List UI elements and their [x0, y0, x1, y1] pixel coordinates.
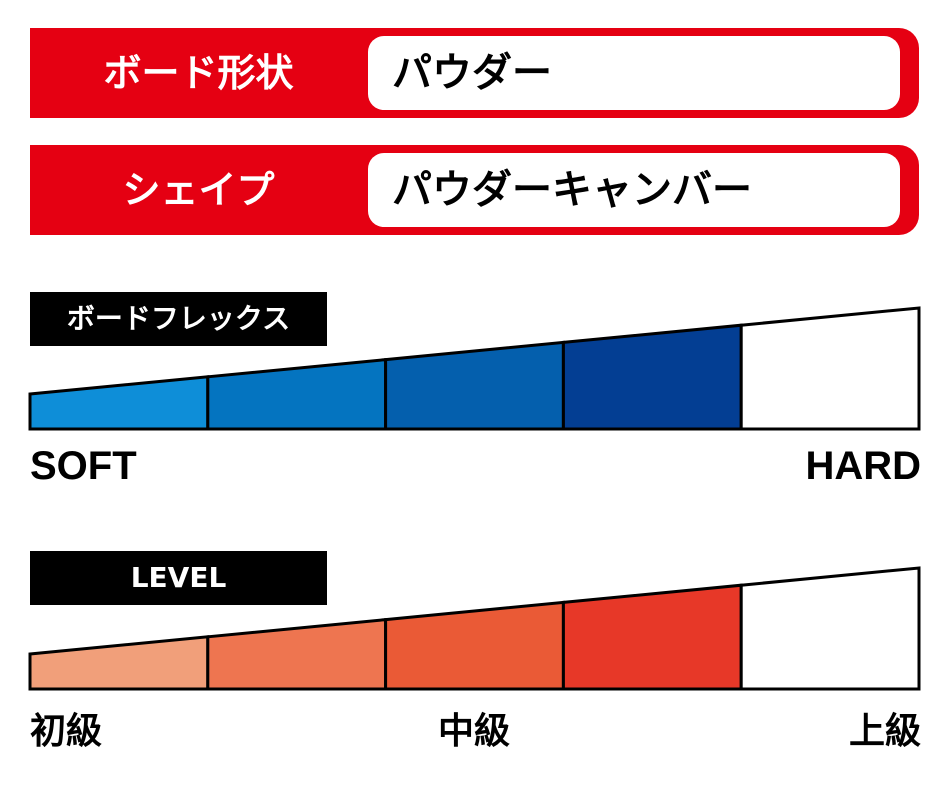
flex-segment-4 [561, 323, 743, 431]
board-shape-row: ボード形状 パウダー [30, 28, 919, 118]
board-shape-label: ボード形状 [103, 51, 294, 95]
flex-segment-3 [384, 340, 565, 431]
level-segment-3 [384, 600, 565, 691]
flex-min-label: SOFT [30, 444, 137, 488]
board-shape-value: パウダー [368, 36, 900, 110]
flex-max-label: HARD [805, 444, 921, 488]
level-intermediate-label: 中級 [438, 710, 511, 751]
level-segment-4 [561, 583, 743, 691]
shape-row: シェイプ パウダーキャンバー [30, 145, 919, 235]
flex-title: ボードフレックス [30, 292, 327, 346]
level-gauge [28, 566, 921, 691]
flex-segment-1 [28, 375, 210, 431]
level-beginner-label: 初級 [30, 710, 103, 751]
flex-gauge [28, 306, 921, 431]
flex-segment-2 [206, 357, 388, 431]
shape-label: シェイプ [122, 168, 275, 212]
level-segment-2 [206, 617, 388, 691]
level-segment-1 [28, 635, 210, 691]
level-title: LEVEL [30, 551, 327, 605]
shape-value: パウダーキャンバー [368, 153, 900, 227]
level-segment-5 [739, 566, 921, 691]
flex-segment-5 [739, 306, 921, 431]
level-advanced-label: 上級 [848, 710, 921, 751]
